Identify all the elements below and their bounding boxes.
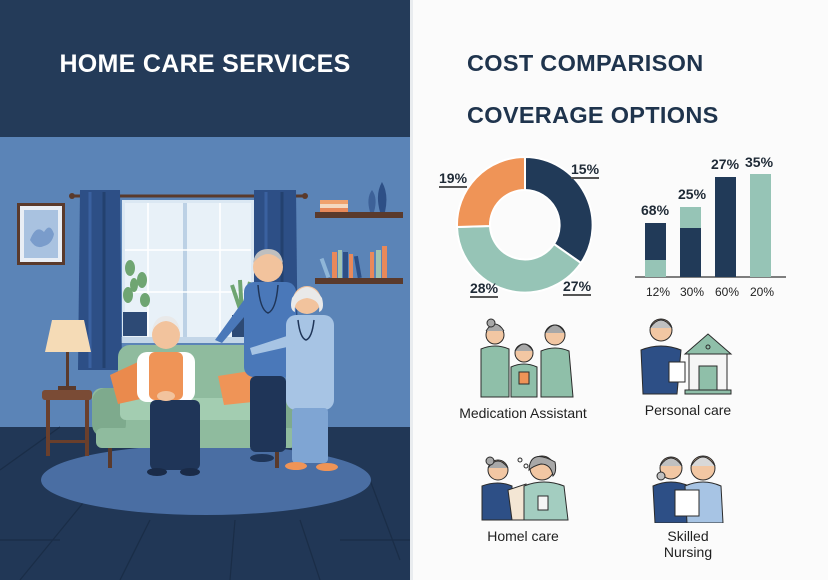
bar-top-label-4: 35% xyxy=(745,154,774,170)
service-label: Medication Assistant xyxy=(459,405,587,421)
donut-label-28: 28% xyxy=(470,280,499,298)
service-medication-assistant: Medication Assistant xyxy=(448,315,598,421)
bar-chart xyxy=(635,174,786,278)
potted-plant-left xyxy=(123,260,150,336)
donut-chart xyxy=(455,155,594,294)
wall-shelves xyxy=(315,182,403,284)
nurses-with-document-icon xyxy=(652,455,724,524)
framed-picture xyxy=(17,203,65,265)
service-label: Personal care xyxy=(644,402,732,418)
bar-category-2: 30% xyxy=(680,285,705,299)
lamp-and-side-table xyxy=(42,320,92,456)
bar-category-4: 20% xyxy=(750,285,775,299)
left-title: HOME CARE SERVICES xyxy=(59,50,351,78)
service-label-line1: Skilled xyxy=(667,528,709,544)
cost-comparison-heading: COST COMPARISON xyxy=(467,50,704,76)
panel-divider xyxy=(410,0,413,580)
service-personal-care: Personal care xyxy=(623,312,753,418)
bar-top-label-3: 27% xyxy=(711,156,740,172)
right-panel: COST COMPARISON COVERAGE OPTIONS 19% 15%… xyxy=(413,0,828,580)
bar-top-label-1: 68% xyxy=(641,202,670,218)
caregiver-with-patient-icon xyxy=(481,455,569,521)
bar-category-3: 60% xyxy=(715,285,740,299)
charts-row: 19% 15% 28% 27% 68% 25% 27% 35% 12% 30% … xyxy=(413,145,828,305)
donut-label-15: 15% xyxy=(571,161,600,179)
caregivers-with-medication-icon xyxy=(480,318,574,398)
service-label-line2: Nursing xyxy=(663,544,713,560)
male-nurse xyxy=(215,249,296,462)
service-skilled-nursing: Skilled Nursing xyxy=(638,448,738,560)
female-nurse xyxy=(250,286,338,471)
left-header: HOME CARE SERVICES xyxy=(0,0,410,137)
living-room-illustration xyxy=(0,137,410,580)
donut-label-27: 27% xyxy=(563,278,592,296)
elderly-man xyxy=(137,316,200,476)
service-label: Homel care xyxy=(487,528,559,544)
caregiver-with-house-icon xyxy=(640,318,733,395)
donut-label-19: 19% xyxy=(439,170,468,188)
bar-category-1: 12% xyxy=(646,285,671,299)
bar-top-label-2: 25% xyxy=(678,186,707,202)
coverage-options-heading: COVERAGE OPTIONS xyxy=(467,102,719,128)
service-home-care: Homel care xyxy=(458,448,588,544)
left-panel: HOME CARE SERVICES xyxy=(0,0,410,580)
